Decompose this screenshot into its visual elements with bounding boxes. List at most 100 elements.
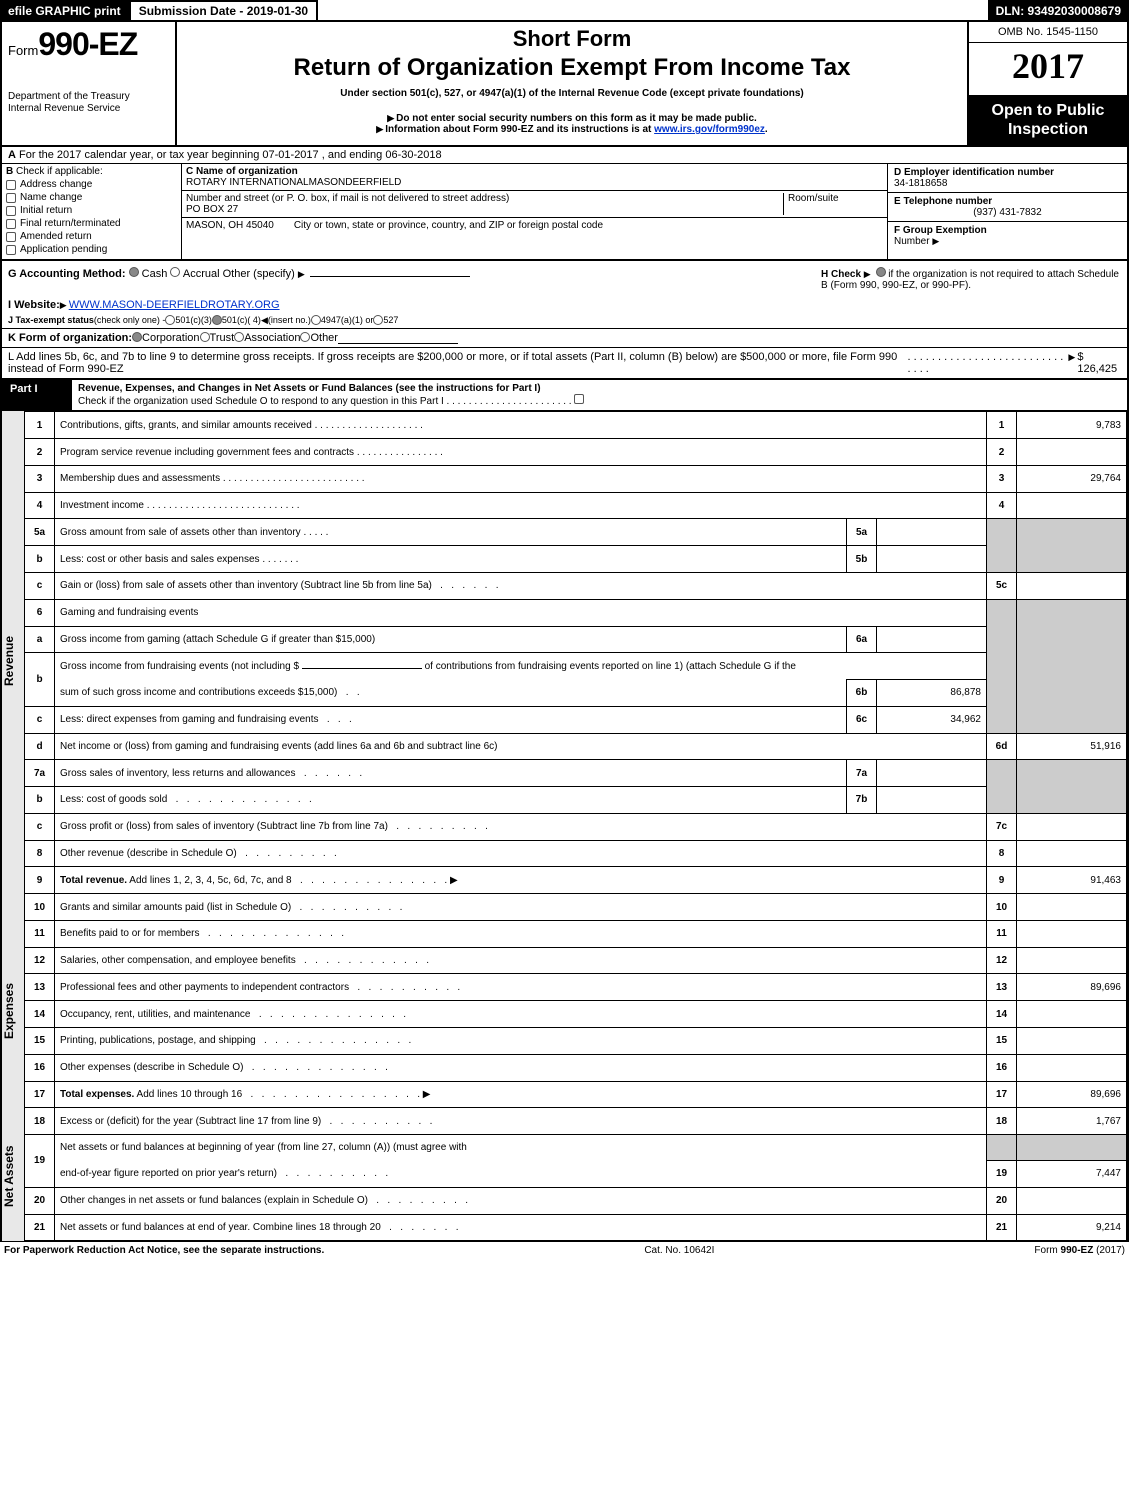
city-value: MASON, OH 45040 bbox=[186, 220, 274, 231]
line-amt bbox=[1017, 1027, 1127, 1054]
line-num: b bbox=[25, 787, 55, 814]
mid-box: 7a bbox=[847, 760, 877, 787]
info-about: Information about Form 990-EZ and its in… bbox=[385, 124, 654, 135]
line-num: 18 bbox=[25, 1108, 55, 1135]
line-num: c bbox=[25, 813, 55, 840]
line-num: c bbox=[25, 572, 55, 599]
checkbox-address-change[interactable] bbox=[6, 180, 16, 190]
line-desc: Grants and similar amounts paid (list in… bbox=[60, 902, 291, 913]
line-box: 5c bbox=[987, 572, 1017, 599]
table-row: cGross profit or (loss) from sales of in… bbox=[25, 813, 1127, 840]
line-num: 3 bbox=[25, 465, 55, 492]
checkbox-part1-scho[interactable] bbox=[574, 394, 584, 404]
form-prefix: Form bbox=[8, 43, 38, 58]
line-amt bbox=[1017, 840, 1127, 867]
mid-amt: 86,878 bbox=[877, 680, 987, 707]
radio-501c3[interactable] bbox=[165, 315, 175, 325]
line-amt bbox=[1017, 947, 1127, 974]
mid-box: 5b bbox=[847, 546, 877, 573]
dept-line2: Internal Revenue Service bbox=[8, 103, 169, 115]
table-row: 19Net assets or fund balances at beginni… bbox=[25, 1135, 1127, 1161]
checkbox-application-pending[interactable] bbox=[6, 245, 16, 255]
mid-amt bbox=[877, 787, 987, 814]
info-url-link[interactable]: www.irs.gov/form990ez bbox=[654, 124, 765, 135]
line-box: 6d bbox=[987, 733, 1017, 760]
table-row: bLess: cost of goods sold . . . . . . . … bbox=[25, 787, 1127, 814]
ein-phone-col: D Employer identification number 34-1818… bbox=[887, 164, 1127, 259]
line-desc: Less: cost or other basis and sales expe… bbox=[60, 554, 260, 565]
mid-box: 6c bbox=[847, 706, 877, 733]
radio-assoc[interactable] bbox=[234, 332, 244, 342]
line-desc: Other changes in net assets or fund bala… bbox=[60, 1195, 368, 1206]
table-row: 10Grants and similar amounts paid (list … bbox=[25, 894, 1127, 921]
radio-corp[interactable] bbox=[132, 332, 142, 342]
line-num: 21 bbox=[25, 1214, 55, 1241]
table-row: 18 Excess or (deficit) for the year (Subt… bbox=[25, 1108, 1127, 1135]
line-amt: 91,463 bbox=[1017, 867, 1127, 894]
line-amt: 9,783 bbox=[1017, 412, 1127, 439]
chk-label-amended: Amended return bbox=[20, 231, 92, 242]
line-desc: Contributions, gifts, grants, and simila… bbox=[60, 420, 312, 431]
mid-box: 6b bbox=[847, 680, 877, 707]
table-row: 12Salaries, other compensation, and empl… bbox=[25, 947, 1127, 974]
mid-amt bbox=[877, 626, 987, 653]
room-label: Room/suite bbox=[788, 193, 839, 204]
lines-table: 1Contributions, gifts, grants, and simil… bbox=[24, 411, 1127, 1241]
table-row: 2Program service revenue including gover… bbox=[25, 439, 1127, 466]
open-to-public: Open to Public Inspection bbox=[969, 95, 1127, 145]
page-footer: For Paperwork Reduction Act Notice, see … bbox=[0, 1241, 1129, 1259]
radio-accrual[interactable] bbox=[170, 267, 180, 277]
do-not-enter: Do not enter social security numbers on … bbox=[396, 113, 757, 124]
omb-number: OMB No. 1545-1150 bbox=[969, 22, 1127, 43]
l-text: L Add lines 5b, 6c, and 7b to line 9 to … bbox=[8, 351, 907, 375]
radio-501c4[interactable] bbox=[212, 315, 222, 325]
table-row: 20Other changes in net assets or fund ba… bbox=[25, 1187, 1127, 1214]
checkbox-final-return[interactable] bbox=[6, 219, 16, 229]
checkbox-amended-return[interactable] bbox=[6, 232, 16, 242]
radio-4947[interactable] bbox=[311, 315, 321, 325]
radio-trust[interactable] bbox=[200, 332, 210, 342]
org-name: ROTARY INTERNATIONALMASONDEERFIELD bbox=[186, 177, 401, 188]
line-amt: 89,696 bbox=[1017, 1081, 1127, 1108]
website-link[interactable]: WWW.MASON-DEERFIELDROTARY.ORG bbox=[69, 299, 280, 311]
ein-value: 34-1818658 bbox=[894, 178, 947, 189]
line-desc: Benefits paid to or for members bbox=[60, 928, 200, 939]
line-desc: Other revenue (describe in Schedule O) bbox=[60, 848, 237, 859]
radio-other-org[interactable] bbox=[300, 332, 310, 342]
opt4: 527 bbox=[383, 315, 398, 326]
line-amt: 7,447 bbox=[1017, 1161, 1127, 1188]
checkbox-initial-return[interactable] bbox=[6, 206, 16, 216]
arrow-icon bbox=[60, 299, 69, 311]
cash-label: Cash bbox=[142, 268, 168, 280]
line-num: 15 bbox=[25, 1027, 55, 1054]
line-desc: Salaries, other compensation, and employ… bbox=[60, 955, 296, 966]
line-num: 14 bbox=[25, 1001, 55, 1028]
arrow-icon bbox=[1068, 351, 1077, 375]
radio-h[interactable] bbox=[876, 267, 886, 277]
line-num: 7a bbox=[25, 760, 55, 787]
chk-label-address: Address change bbox=[20, 179, 92, 190]
line-desc2: end-of-year figure reported on prior yea… bbox=[60, 1168, 277, 1179]
checkbox-name-change[interactable] bbox=[6, 193, 16, 203]
mid-amt bbox=[877, 760, 987, 787]
mid-amt: 34,962 bbox=[877, 706, 987, 733]
table-row: 3Membership dues and assessments . . . .… bbox=[25, 465, 1127, 492]
line-desc: Excess or (deficit) for the year (Subtra… bbox=[60, 1116, 321, 1127]
line-num: 8 bbox=[25, 840, 55, 867]
table-row: 16Other expenses (describe in Schedule O… bbox=[25, 1054, 1127, 1081]
entity-info-section: A For the 2017 calendar year, or tax yea… bbox=[0, 147, 1129, 1241]
line-amt bbox=[1017, 492, 1127, 519]
street-label: Number and street (or P. O. box, if mail… bbox=[186, 193, 509, 204]
radio-527[interactable] bbox=[373, 315, 383, 325]
line-box: 19 bbox=[987, 1161, 1017, 1188]
footer-center: Cat. No. 10642I bbox=[644, 1245, 714, 1256]
street-value: PO BOX 27 bbox=[186, 204, 238, 215]
i-label: I Website: bbox=[8, 299, 60, 311]
line-desc: Gross amount from sale of assets other t… bbox=[60, 527, 301, 538]
line-amt bbox=[1017, 439, 1127, 466]
line-box: 9 bbox=[987, 867, 1017, 894]
radio-cash[interactable] bbox=[129, 267, 139, 277]
line-num: d bbox=[25, 733, 55, 760]
opt3: 4947(a)(1) or bbox=[321, 315, 374, 326]
line-amt: 1,767 bbox=[1017, 1108, 1127, 1135]
